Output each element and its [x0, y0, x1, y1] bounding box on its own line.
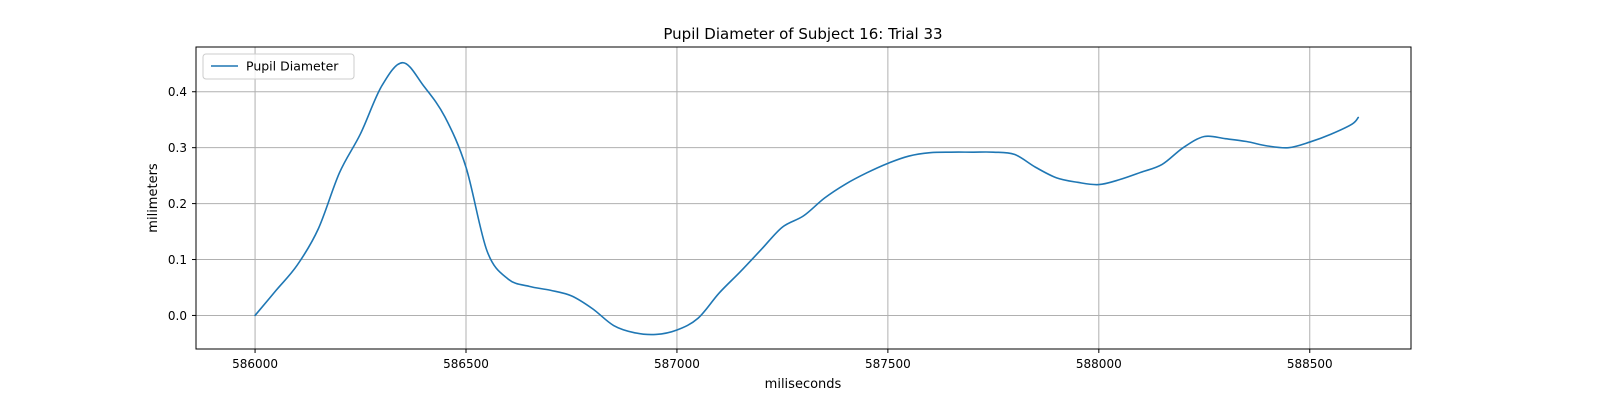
x-tick-label: 586500	[443, 357, 489, 371]
y-tick-label: 0.0	[168, 309, 187, 323]
y-axis-ticks: 0.0 0.1 0.2 0.3 0.4	[168, 85, 196, 323]
series-layer	[254, 61, 1360, 336]
legend-label-pupil-diameter: Pupil Diameter	[246, 59, 339, 74]
legend: Pupil Diameter	[202, 53, 355, 80]
x-axis-label: miliseconds	[765, 377, 842, 392]
plot-frame	[195, 46, 1412, 350]
chart-title: Pupil Diameter of Subject 16: Trial 33	[663, 25, 942, 43]
x-tick-label: 586000	[232, 357, 278, 371]
y-tick-label: 0.1	[168, 253, 187, 267]
y-tick-label: 0.3	[168, 141, 187, 155]
x-tick-label: 587500	[865, 357, 911, 371]
grid	[196, 47, 1411, 349]
y-tick-label: 0.4	[168, 85, 187, 99]
series-line-pupil-diameter	[254, 61, 1360, 336]
x-axis-ticks: 586000 586500 587000 587500 588000 588500	[232, 349, 1333, 371]
y-axis-label: milimeters	[146, 163, 161, 233]
x-tick-label: 588500	[1287, 357, 1333, 371]
x-tick-label: 588000	[1076, 357, 1122, 371]
y-tick-label: 0.2	[168, 197, 187, 211]
legend-box	[202, 53, 355, 80]
x-tick-label: 587000	[654, 357, 700, 371]
